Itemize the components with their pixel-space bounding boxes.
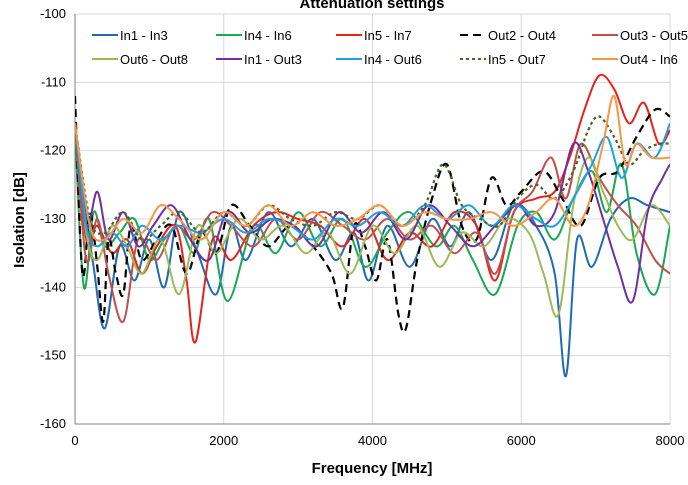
legend-label-out4-in6: Out4 - In6 [620,52,678,67]
legend-label-in1-in3: In1 - In3 [120,28,168,43]
chart-title: Attenuation settings [300,0,445,12]
legend-label-out6-out8: Out6 - Out8 [120,52,188,67]
legend-label-in5-in7: In5 - In7 [364,28,412,43]
series-line-in5-in7 [75,73,670,344]
series-line-in1-out3 [75,123,670,304]
legend: In1 - In3 In4 - In6 In5 - In7 Out2 - Out4 Ou… [92,28,688,67]
legend-label-in5-out7: In5 - Out7 [488,52,546,67]
legend-label-out2-out4: Out2 - Out4 [488,28,556,43]
y-tick-label: -100 [40,6,66,21]
grid-lines [75,13,671,424]
axes: -160 -150 -140 -130 -120 -110 -100 0 2000 4000 600… [40,6,684,448]
series-line-out4-in6 [75,94,670,242]
series-line-in4-out6 [75,122,670,248]
x-tick-label: 6000 [507,433,536,448]
legend-label-in1-out3: In1 - Out3 [244,52,302,67]
y-tick-label: -160 [40,416,66,431]
legend-label-out3-out5: Out3 - Out5 [620,28,688,43]
series-line-in5-out7 [75,115,670,241]
y-tick-label: -110 [41,74,66,89]
x-tick-label: 2000 [209,433,238,448]
x-tick-label: 8000 [656,433,685,448]
y-tick-label: -150 [40,348,66,363]
series-line-out6-out8 [75,123,670,318]
y-tick-label: -130 [40,211,66,226]
y-tick-label: -140 [40,279,66,294]
x-tick-label: 0 [71,433,78,448]
legend-label-in4-out6: In4 - Out6 [364,52,422,67]
y-tick-label: -120 [40,143,66,158]
legend-label-in4-in6: In4 - In6 [244,28,292,43]
x-tick-label: 4000 [358,433,387,448]
series-line-out2-out4 [75,95,670,334]
y-axis-title: Isolation [dB] [11,172,28,268]
x-axis-title: Frequency [MHz] [312,460,433,477]
series-lines [75,73,670,378]
